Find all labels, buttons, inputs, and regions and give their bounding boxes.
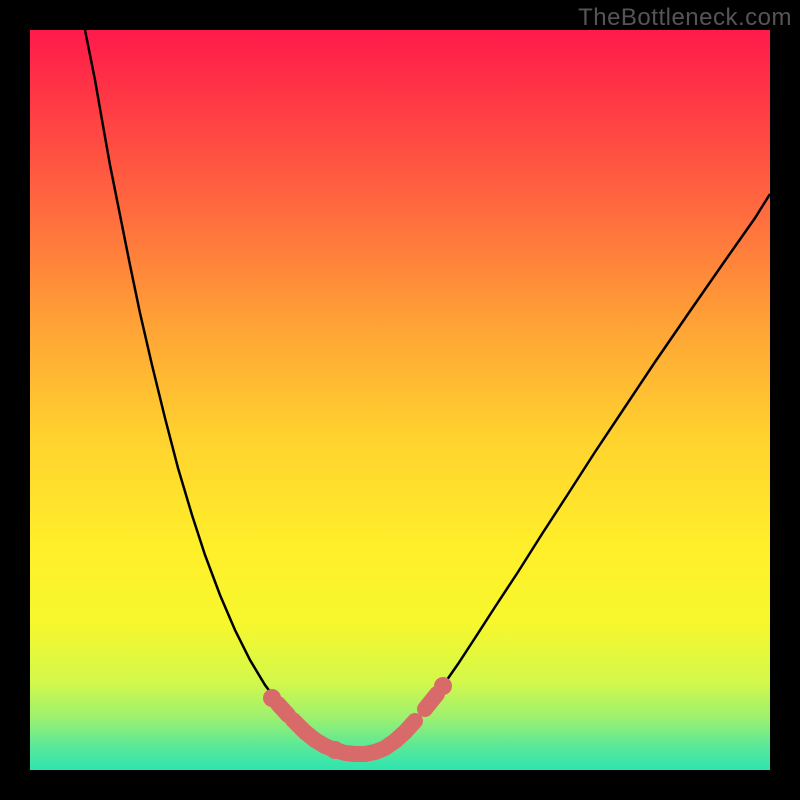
highlight-segment (293, 720, 415, 754)
highlight-dot (326, 741, 344, 759)
bottleneck-highlight (263, 677, 452, 759)
chart-curve-layer (30, 30, 770, 770)
highlight-segment (425, 694, 437, 709)
chart-plot-area (30, 30, 770, 770)
highlight-dot (263, 689, 281, 707)
bottleneck-curve (85, 30, 770, 754)
watermark: TheBottleneck.com (578, 4, 792, 32)
highlight-segment (278, 704, 288, 715)
highlight-dot (434, 677, 452, 695)
